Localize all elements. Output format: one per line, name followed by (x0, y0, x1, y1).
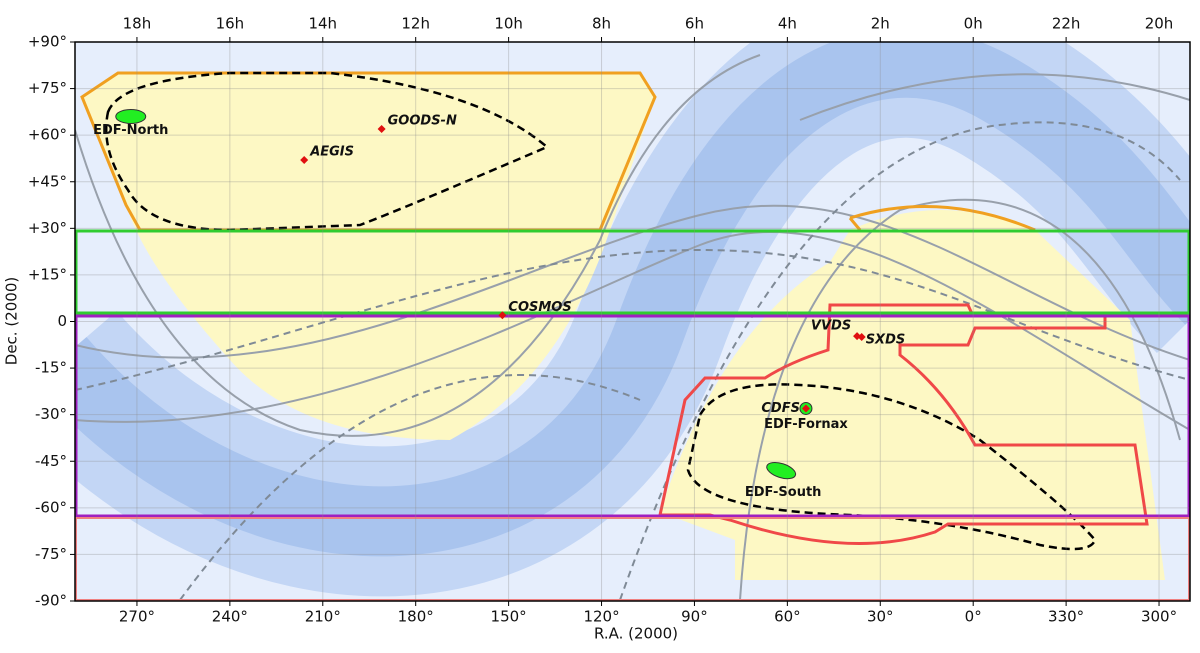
y-tick-label: +15° (28, 265, 67, 283)
x2-tick-label: 4h (778, 15, 797, 33)
y-tick-label: +90° (28, 33, 67, 51)
field-label: GOODS-N (388, 113, 457, 128)
field-label: EDF-North (93, 123, 168, 138)
x2-tick-label: 6h (685, 15, 704, 33)
y-tick-label: -75° (35, 545, 67, 563)
y-tick-label: +60° (28, 126, 67, 144)
x2-tick-label: 0h (964, 15, 983, 33)
field-marker (498, 311, 507, 320)
field-label: SXDS (866, 333, 906, 348)
field-marker (801, 404, 810, 413)
x2-tick-label: 2h (871, 15, 890, 33)
x2-tick-label: 20h (1145, 15, 1174, 33)
x2-tick-label: 22h (1052, 15, 1081, 33)
x-tick-label: 90° (681, 608, 708, 626)
x-tick-label: 330° (1048, 608, 1084, 626)
x-axis-label: R.A. (2000) (594, 625, 678, 643)
x-tick-label: 270° (119, 608, 155, 626)
field-label: EDF-Fornax (764, 417, 848, 432)
y-tick-label: +45° (28, 172, 67, 190)
field-label: CDFS (761, 401, 800, 416)
x-tick-label: 30° (867, 608, 894, 626)
x-tick-label: 300° (1141, 608, 1177, 626)
x-tick-label: 210° (305, 608, 341, 626)
y-axis-label: Dec. (2000) (3, 277, 21, 365)
field-marker (115, 109, 147, 125)
y-tick-label: -90° (35, 592, 67, 610)
y-tick-label: +30° (28, 219, 67, 237)
x-tick-label: 240° (212, 608, 248, 626)
field-label: EDF-South (745, 485, 822, 500)
y-tick-label: +75° (28, 79, 67, 97)
x2-tick-label: 12h (401, 15, 430, 33)
y-tick-label: -15° (35, 359, 67, 377)
y-tick-label: -45° (35, 452, 67, 470)
x2-tick-label: 14h (308, 15, 337, 33)
field-label: COSMOS (508, 300, 571, 315)
field-marker (300, 156, 309, 165)
x-tick-label: 60° (774, 608, 801, 626)
field-label: VVDS (811, 319, 851, 334)
x2-tick-label: 10h (494, 15, 523, 33)
sky-background (75, 42, 1190, 601)
x-tick-label: 150° (491, 608, 527, 626)
x-tick-label: 0° (965, 608, 982, 626)
y-tick-label: -60° (35, 498, 67, 516)
field-marker (377, 124, 386, 133)
field-marker (857, 333, 866, 342)
y-tick-label: -30° (35, 405, 67, 423)
field-marker (766, 461, 797, 480)
x2-tick-label: 16h (216, 15, 245, 33)
x2-tick-label: 18h (123, 15, 152, 33)
grid (75, 41, 1190, 602)
x2-tick-label: 8h (592, 15, 611, 33)
field-label: AEGIS (309, 145, 354, 160)
x-tick-label: 180° (398, 608, 434, 626)
y-tick-label: 0 (57, 312, 67, 330)
x-tick-label: 120° (583, 608, 619, 626)
